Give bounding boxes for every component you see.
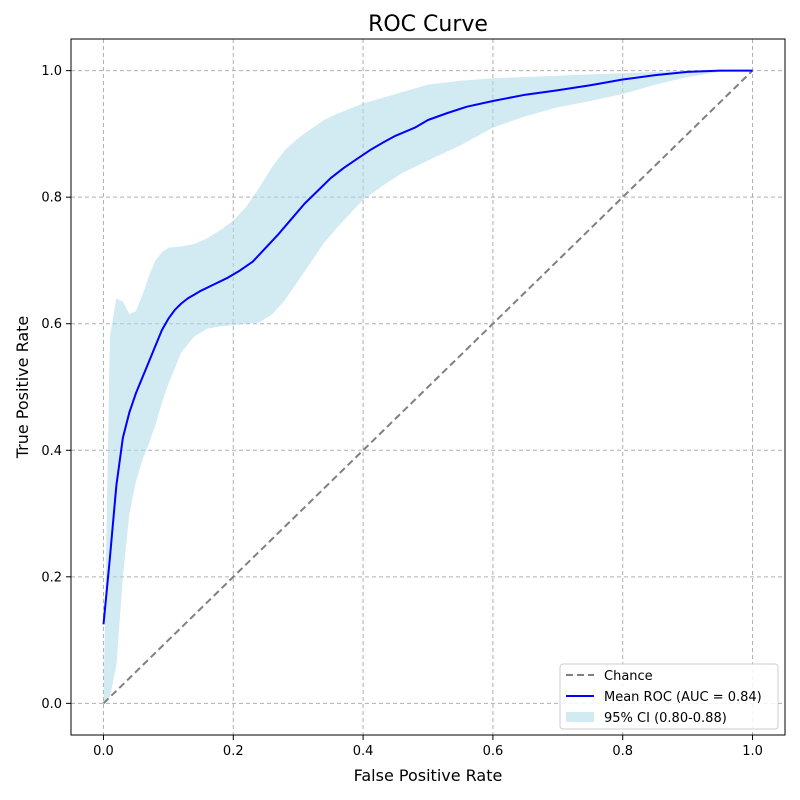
chance-line [102,69,754,705]
ci-band-layer [103,70,753,704]
y-tick-label: 0.6 [41,317,62,332]
y-tick-label: 0.8 [41,191,62,206]
chart-title: ROC Curve [368,12,488,37]
x-tick-label: 0.4 [353,744,374,759]
ci-band [103,70,753,704]
y-tick-label: 0.2 [41,570,62,585]
x-tick-label: 1.0 [742,744,763,759]
legend-swatch-ci [566,712,594,722]
y-axis-title: True Positive Rate [13,316,32,460]
legend-box [559,663,779,730]
legend-label-mean-roc: Mean ROC (AUC = 0.84) [604,690,762,705]
x-tick-label: 0.8 [612,744,633,759]
x-axis-title: False Positive Rate [354,766,503,785]
axis-ticks: 0.0 0.2 0.4 0.6 0.8 1.0 0.0 0.2 0.4 0.6 0.8 1.0 [41,64,763,759]
y-tick-label: 0.0 [41,697,62,712]
legend-label-chance: Chance [604,669,653,684]
x-tick-label: 0.2 [223,744,244,759]
legend-label-ci: 95% CI (0.80-0.88) [604,711,727,726]
legend: Chance Mean ROC (AUC = 0.84) 95% CI (0.8… [559,663,779,730]
x-tick-label: 0.0 [93,744,114,759]
series-layer [102,69,754,705]
y-tick-label: 1.0 [41,64,62,79]
plot-frame [70,38,786,736]
y-tick-label: 0.4 [41,444,62,459]
x-tick-label: 0.6 [483,744,504,759]
mean-roc-line [102,69,753,625]
